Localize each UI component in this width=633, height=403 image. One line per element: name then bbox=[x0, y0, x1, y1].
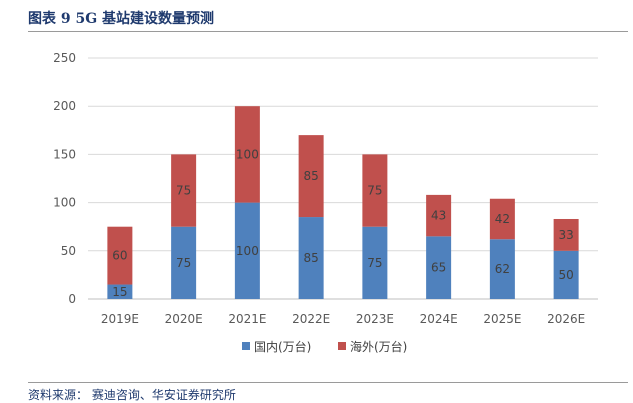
source-note: 资料来源： 赛迪咨询、华安证券研究所 bbox=[28, 388, 236, 402]
title-divider bbox=[28, 31, 628, 32]
bar-overseas-2024E bbox=[426, 194, 452, 237]
x-tick-label: 2019E bbox=[101, 312, 139, 326]
data-label: 75 bbox=[176, 256, 191, 270]
y-tick-label: 150 bbox=[53, 147, 76, 161]
y-axis-ticks: 0 50 100 150 200 250 bbox=[53, 51, 76, 306]
legend-label: 国内(万台) bbox=[254, 339, 311, 354]
x-tick-label: 2023E bbox=[356, 312, 394, 326]
bar-domestic-2022E bbox=[298, 217, 324, 299]
source-divider bbox=[28, 382, 628, 383]
x-tick-label: 2021E bbox=[228, 312, 266, 326]
y-tick-label: 50 bbox=[61, 244, 76, 258]
data-label: 75 bbox=[367, 256, 382, 270]
data-label: 85 bbox=[303, 251, 318, 265]
data-label: 65 bbox=[431, 261, 446, 275]
grid-lines bbox=[88, 57, 598, 300]
bar-overseas-2026E bbox=[553, 218, 579, 251]
y-tick-label: 250 bbox=[53, 51, 76, 65]
bar-domestic-2020E bbox=[171, 226, 197, 299]
bars bbox=[107, 106, 579, 299]
data-label: 42 bbox=[495, 212, 510, 226]
legend-swatch bbox=[338, 342, 346, 350]
data-label: 85 bbox=[303, 169, 318, 183]
legend-swatch bbox=[242, 342, 250, 350]
x-tick-label: 2025E bbox=[483, 312, 521, 326]
data-label: 62 bbox=[495, 262, 510, 276]
figure-title: 图表 9 5G 基站建设数量预测 bbox=[28, 11, 215, 27]
y-tick-label: 0 bbox=[68, 292, 76, 306]
x-tick-label: 2024E bbox=[420, 312, 458, 326]
bar-overseas-2022E bbox=[298, 135, 324, 218]
legend-label: 海外(万台) bbox=[350, 339, 407, 354]
bar-overseas-2025E bbox=[489, 198, 515, 240]
data-label: 75 bbox=[176, 184, 191, 198]
legend: 国内(万台) 海外(万台) bbox=[242, 339, 407, 354]
bar-domestic-2023E bbox=[362, 226, 388, 299]
data-label: 100 bbox=[236, 147, 259, 161]
bar-domestic-2024E bbox=[426, 236, 452, 299]
y-tick-label: 200 bbox=[53, 99, 76, 113]
bar-overseas-2023E bbox=[362, 154, 388, 227]
y-tick-label: 100 bbox=[53, 196, 76, 210]
data-label: 75 bbox=[367, 184, 382, 198]
data-label: 33 bbox=[558, 228, 573, 242]
x-tick-label: 2022E bbox=[292, 312, 330, 326]
bar-domestic-2025E bbox=[489, 239, 515, 299]
x-axis-ticks: 2019E 2020E 2021E 2022E 2023E 2024E 2025E 2026E bbox=[101, 312, 585, 326]
data-label: 15 bbox=[112, 285, 127, 299]
bar-domestic-2019E bbox=[107, 284, 133, 299]
data-label: 60 bbox=[112, 249, 127, 263]
bar-domestic-2026E bbox=[553, 250, 579, 299]
bar-overseas-2021E bbox=[234, 106, 260, 203]
x-tick-label: 2026E bbox=[547, 312, 585, 326]
data-label: 50 bbox=[558, 268, 573, 282]
data-label: 100 bbox=[236, 244, 259, 258]
data-label: 43 bbox=[431, 209, 446, 223]
bar-domestic-2021E bbox=[234, 202, 260, 299]
bar-overseas-2019E bbox=[107, 226, 133, 285]
data-labels: 15 60 75 75 100 100 85 85 75 75 65 43 62 42 50 33 bbox=[112, 147, 574, 298]
bar-overseas-2020E bbox=[171, 154, 197, 227]
x-tick-label: 2020E bbox=[165, 312, 203, 326]
